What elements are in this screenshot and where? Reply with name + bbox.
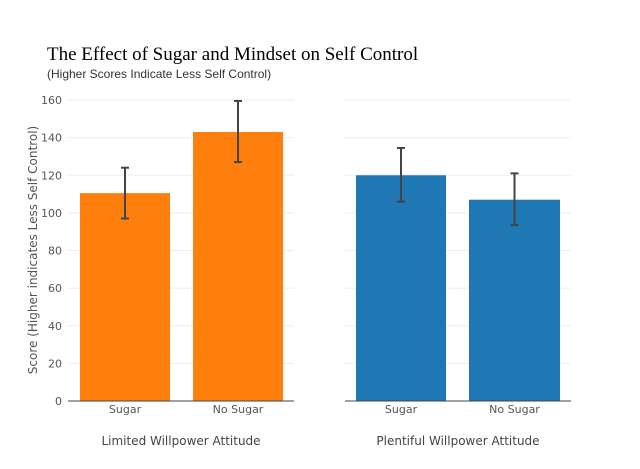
x-tick-label: No Sugar [489,403,540,416]
y-tick-label: 0 [55,395,62,408]
y-tick-label: 20 [48,357,62,370]
bars [80,131,560,401]
error-bars [121,99,519,227]
y-axis-label: Score (Higher indicates Less Self Contro… [26,126,40,374]
y-tick-label: 40 [48,320,62,333]
y-tick-label: 80 [48,245,62,258]
y-tick-label: 160 [41,94,62,107]
bar [469,199,560,401]
x-tick-label: Sugar [109,403,142,416]
panel-labels: Limited Willpower Attitude Plentiful Will… [101,434,539,448]
y-tick-label: 120 [41,169,62,182]
bar [193,131,283,401]
y-axis-ticks: 0 20 40 60 80 100 120 140 160 [41,94,62,408]
x-tick-label: Sugar [385,403,418,416]
chart-title: The Effect of Sugar and Mindset on Self … [47,44,418,65]
y-tick-label: 100 [41,207,62,220]
panel-label: Plentiful Willpower Attitude [376,434,539,448]
panel-label: Limited Willpower Attitude [101,434,260,448]
bar [356,175,446,401]
chart-subtitle: (Higher Scores Indicate Less Self Contro… [47,67,271,81]
x-tick-label: No Sugar [213,403,264,416]
y-tick-label: 60 [48,282,62,295]
bar [80,193,170,401]
x-axis-ticks: Sugar No Sugar Sugar No Sugar [109,403,540,416]
y-tick-label: 140 [41,132,62,145]
